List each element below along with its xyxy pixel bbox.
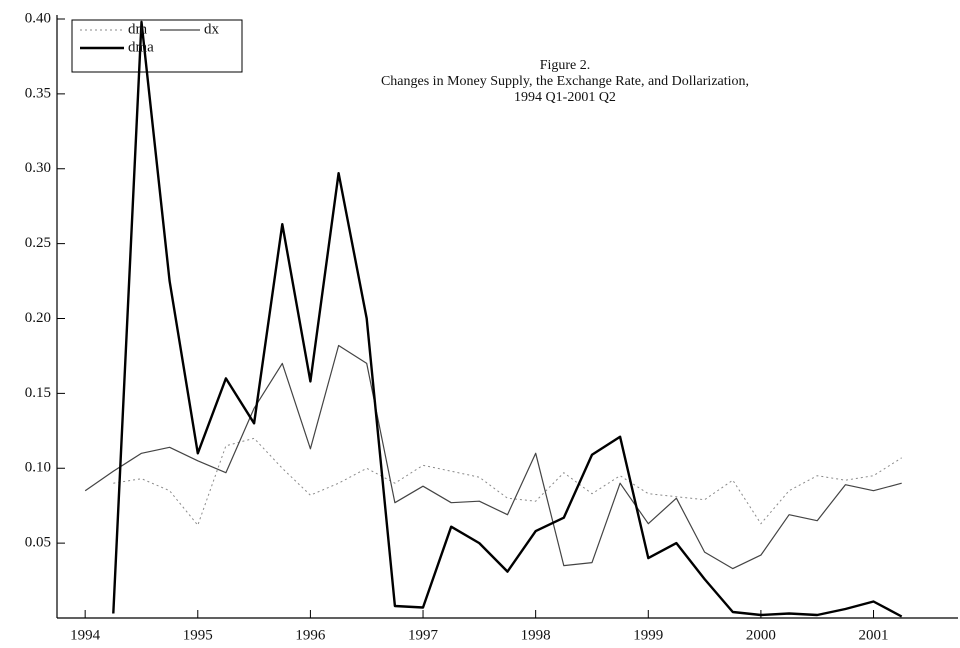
x-tick-label: 1998 [521,627,551,643]
chart-title: 1994 Q1-2001 Q2 [514,90,616,105]
x-tick-label: 2001 [859,627,889,643]
series-line [84,344,902,570]
y-tick-label: 0.35 [25,85,51,101]
x-tick-label: 1995 [183,627,213,643]
x-tick-label: 1994 [70,627,101,643]
y-tick-label: 0.10 [25,460,51,476]
y-tick-label: 0.40 [25,10,51,26]
chart-title: Figure 2. [540,58,591,73]
x-tick-label: 1999 [633,627,663,643]
legend-label: dx [204,21,220,37]
legend-box [71,19,243,73]
y-tick-label: 0.25 [25,235,51,251]
series-line [112,20,903,618]
y-tick-label: 0.20 [25,310,51,326]
x-tick-label: 2000 [746,627,776,643]
y-tick-label: 0.15 [25,385,51,401]
x-tick-label: 1997 [408,627,439,643]
x-tick-label: 1996 [295,627,326,643]
chart-title: Changes in Money Supply, the Exchange Ra… [381,74,749,89]
legend-label: dm [128,21,148,37]
y-tick-label: 0.30 [25,160,51,176]
series-line [113,437,902,526]
y-tick-label: 0.05 [25,535,51,551]
legend-label: dma [128,39,154,55]
